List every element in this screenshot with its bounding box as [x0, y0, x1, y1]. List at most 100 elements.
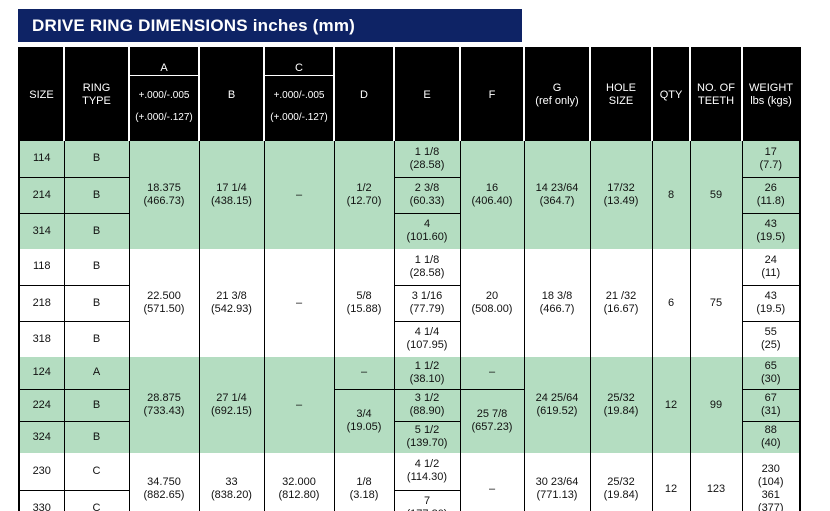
dim-e-cell: 4 1/2 (114.30): [393, 453, 460, 490]
table-row: 124 A 28.875 (733.43) 27 1/4 (692.15) – …: [18, 357, 800, 453]
header-hole-size: HOLE SIZE: [589, 48, 652, 141]
table-row: 330 C 7 (177.80): [18, 489, 800, 511]
weight-cell: 43 (19.5): [741, 212, 800, 249]
weight-cell: 88 (40): [741, 420, 800, 453]
hole-size-cell: 25/32 (19.84): [589, 453, 652, 511]
header-c-tol-mm: (+.000/-.127): [270, 112, 328, 123]
header-c-tolerance: +.000/-.005 (+.000/-.127): [265, 75, 333, 138]
dim-c-cell: 32.000 (812.80): [263, 453, 334, 511]
table-row: 324 B 5 1/2 (139.70) 88 (40): [18, 420, 800, 453]
table-row: 118 B 22.500 (571.50) 21 3/8 (542.93) – …: [18, 249, 800, 357]
table-row: 218 B 3 1/16 (77.79) 43 (19.5): [18, 284, 800, 321]
table-header: SIZE RING TYPE A +.000/-.005 (+.000/-.12…: [19, 48, 800, 141]
header-e: E: [393, 48, 460, 141]
qty-cell: 12: [651, 357, 690, 453]
header-a-tol-mm: (+.000/-.127): [135, 112, 193, 123]
qty-cell: 8: [651, 141, 690, 249]
header-d: D: [333, 48, 394, 141]
dim-e-cell: 3 1/16 (77.79): [393, 284, 460, 321]
header-c-letter: C: [295, 62, 303, 74]
header-b: B: [198, 48, 264, 141]
header-a-split: A +.000/-.005 (+.000/-.127): [130, 62, 198, 128]
dim-c-cell: –: [263, 249, 334, 357]
teeth-cell: 123: [689, 453, 742, 511]
header-a-tol-inch: +.000/-.005: [138, 90, 190, 101]
qty-cell: 6: [651, 249, 690, 357]
ring-type-cell: B: [63, 284, 129, 321]
dim-b-cell: 33 (838.20): [198, 453, 264, 511]
header-row: SIZE RING TYPE A +.000/-.005 (+.000/-.12…: [19, 48, 800, 141]
table-row: 214 B 2 3/8 (60.33) 26 (11.8): [18, 176, 800, 213]
drive-ring-dimensions-table: SIZE RING TYPE A +.000/-.005 (+.000/-.12…: [18, 47, 801, 511]
header-qty: QTY: [651, 48, 690, 141]
dim-e-cell: 3 1/2 (88.90): [393, 388, 460, 421]
table-row: 224 B 3/4 (19.05) 3 1/2 (88.90) 25 7/8 (…: [18, 388, 800, 453]
dim-f-cell: 25 7/8 (657.23): [459, 388, 524, 453]
weight-cell: 17 (7.7): [741, 141, 800, 177]
dim-e-cell: 2 3/8 (60.33): [393, 176, 460, 213]
table-row: 230 C 34.750 (882.65) 33 (838.20) 32.000…: [18, 453, 800, 511]
size-cell: 330: [18, 489, 64, 511]
dim-g-cell: 24 25/64 (619.52): [523, 357, 590, 453]
dim-b-cell: 27 1/4 (692.15): [198, 357, 264, 453]
dim-e-cell: 1 1/2 (38.10): [393, 357, 460, 389]
hole-size-cell: 17/32 (13.49): [589, 141, 652, 249]
dim-c-cell: –: [263, 141, 334, 249]
size-cell: 218: [18, 284, 64, 321]
size-cell: 314: [18, 212, 64, 249]
header-ring-type: RING TYPE: [63, 48, 129, 141]
size-cell: 324: [18, 420, 64, 453]
header-a: A +.000/-.005 (+.000/-.127): [128, 48, 199, 141]
dim-d-cell: 1/2 (12.70): [333, 141, 394, 249]
size-cell: 318: [18, 320, 64, 357]
teeth-cell: 75: [689, 249, 742, 357]
dim-a-cell: 34.750 (882.65): [128, 453, 199, 511]
dim-f-cell: –: [459, 453, 524, 511]
dim-g-cell: 14 23/64 (364.7): [523, 141, 590, 249]
dim-e-cell: 4 1/4 (107.95): [393, 320, 460, 357]
ring-type-cell: C: [63, 489, 129, 511]
dim-g-cell: 18 3/8 (466.7): [523, 249, 590, 357]
dim-f-cell: 20 (508.00): [459, 249, 524, 357]
header-size: SIZE: [19, 48, 64, 141]
size-cell: 224: [18, 388, 64, 421]
ring-type-cell: B: [63, 388, 129, 421]
teeth-cell: 99: [689, 357, 742, 453]
weight-cell: 230 (104) 361 (377): [741, 453, 800, 511]
header-c-tol-inch: +.000/-.005: [273, 90, 325, 101]
weight-cell: 55 (25): [741, 320, 800, 357]
dim-f-cell: –: [459, 357, 524, 389]
ring-type-cell: B: [63, 141, 129, 177]
size-cell: 114: [18, 141, 64, 177]
ring-type-cell: C: [63, 453, 129, 490]
dim-e-cell: 1 1/8 (28.58): [393, 249, 460, 285]
header-a-tolerance: +.000/-.005 (+.000/-.127): [130, 75, 198, 138]
size-cell: 124: [18, 357, 64, 389]
weight-cell: 24 (11): [741, 249, 800, 285]
hole-size-cell: 21 /32 (16.67): [589, 249, 652, 357]
ring-type-cell: B: [63, 212, 129, 249]
header-c: C +.000/-.005 (+.000/-.127): [263, 48, 334, 141]
dim-b-cell: 21 3/8 (542.93): [198, 249, 264, 357]
dim-a-cell: 28.875 (733.43): [128, 357, 199, 453]
table-row: 314 B 4 (101.60) 43 (19.5): [18, 212, 800, 249]
qty-cell: 12: [651, 453, 690, 511]
ring-type-cell: A: [63, 357, 129, 389]
dim-d-cell: 5/8 (15.88): [333, 249, 394, 357]
dim-e-cell: 7 (177.80): [393, 489, 460, 511]
hole-size-cell: 25/32 (19.84): [589, 357, 652, 453]
table-row: 318 B 4 1/4 (107.95) 55 (25): [18, 320, 800, 357]
ring-type-cell: B: [63, 420, 129, 453]
ring-type-cell: B: [63, 320, 129, 357]
dim-d-cell: –: [333, 357, 394, 389]
size-cell: 230: [18, 453, 64, 490]
dim-a-cell: 18.375 (466.73): [128, 141, 199, 249]
header-no-of-teeth: NO. OF TEETH: [689, 48, 742, 141]
size-cell: 214: [18, 176, 64, 213]
weight-cell: 67 (31): [741, 388, 800, 421]
weight-cell: 43 (19.5): [741, 284, 800, 321]
table-row: 114 B 18.375 (466.73) 17 1/4 (438.15) – …: [18, 141, 800, 249]
dim-c-cell: –: [263, 357, 334, 453]
dim-f-cell: 16 (406.40): [459, 141, 524, 249]
header-f: F: [459, 48, 524, 141]
